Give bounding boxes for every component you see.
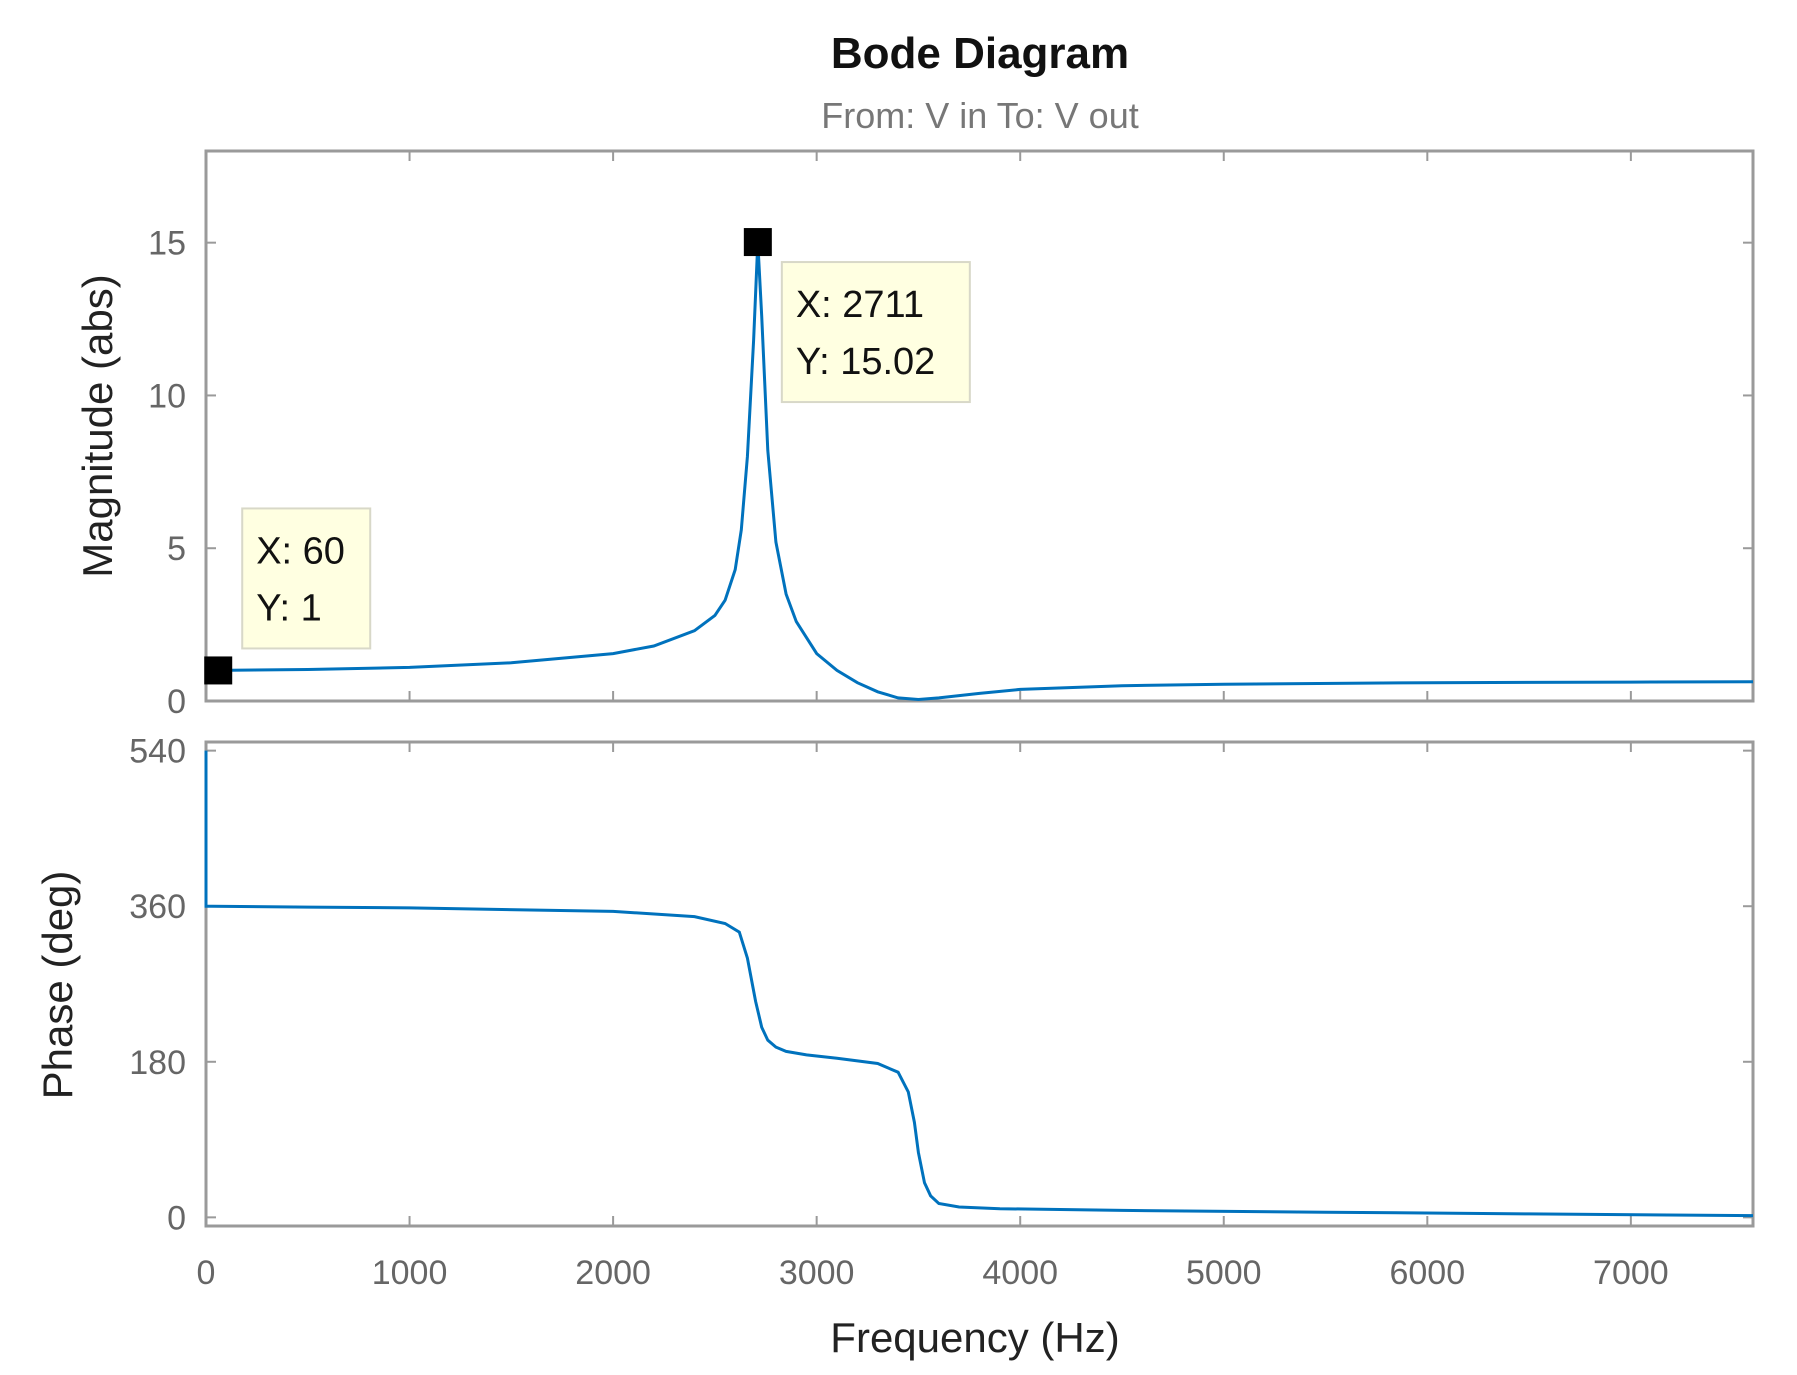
datatip-marker[interactable]: [204, 656, 233, 685]
x-tick-label: 2000: [575, 1254, 651, 1292]
datatip-x-text: X: 2711: [796, 284, 924, 326]
magnitude-datatips[interactable]: X: 2711 Y: 15.02 X: 60 Y: 1: [204, 228, 971, 685]
magnitude-series-line: [206, 242, 1754, 702]
phase-panel: 0 1000 2000 3000 4000 5000 6000 70000180360540 …: [34, 733, 1755, 1292]
datatip[interactable]: X: 2711 Y: 15.02: [743, 228, 971, 404]
x-tick-label: 5000: [1186, 1254, 1262, 1292]
phase-series-line: [204, 750, 1754, 1218]
phase-axis-label: Phase (deg): [34, 871, 81, 1100]
datatip[interactable]: X: 60 Y: 1: [204, 507, 372, 685]
x-tick-label: 0: [197, 1254, 216, 1292]
phase-ytick-label: 540: [129, 733, 186, 771]
magnitude-ticks: 0 5 10 15: [148, 151, 1753, 721]
x-axis-label: Frequency (Hz): [830, 1314, 1119, 1361]
magnitude-axis-label: Magnitude (abs): [74, 274, 121, 578]
x-tick-label: 6000: [1389, 1254, 1465, 1292]
datatip-marker[interactable]: [743, 228, 772, 257]
datatip-box: [780, 261, 971, 404]
x-tick-label: 7000: [1593, 1254, 1669, 1292]
phase-ticks: 0 1000 2000 3000 4000 5000 6000 7000 0 180 360 540: [129, 733, 1753, 1292]
magnitude-panel: 0 5 10 15 X: 2711 Y: 15.02 X: 60 Y: 1 Magnitud…: [74, 149, 1755, 721]
phase-ytick-label: 360: [129, 888, 186, 926]
phase-ytick-label: 0: [167, 1199, 186, 1237]
datatip-box: [241, 507, 372, 650]
x-tick-label: 1000: [372, 1254, 448, 1292]
x-tick-label: 4000: [982, 1254, 1058, 1292]
mag-ytick-label: 0: [167, 683, 186, 721]
x-tick-label: 3000: [779, 1254, 855, 1292]
mag-ytick-label: 5: [167, 530, 186, 568]
datatip-y-text: Y: 1: [256, 587, 322, 629]
chart-subtitle: From: V in To: V out: [821, 95, 1138, 136]
magnitude-axes-frame: [204, 149, 1755, 703]
mag-ytick-label: 15: [148, 225, 186, 263]
phase-ytick-label: 180: [129, 1044, 186, 1082]
datatip-x-text: X: 60: [256, 530, 345, 572]
mag-ytick-label: 10: [148, 377, 186, 415]
chart-title: Bode Diagram: [831, 29, 1129, 78]
phase-axes-frame: [204, 740, 1755, 1228]
datatip-y-text: Y: 15.02: [796, 341, 935, 383]
